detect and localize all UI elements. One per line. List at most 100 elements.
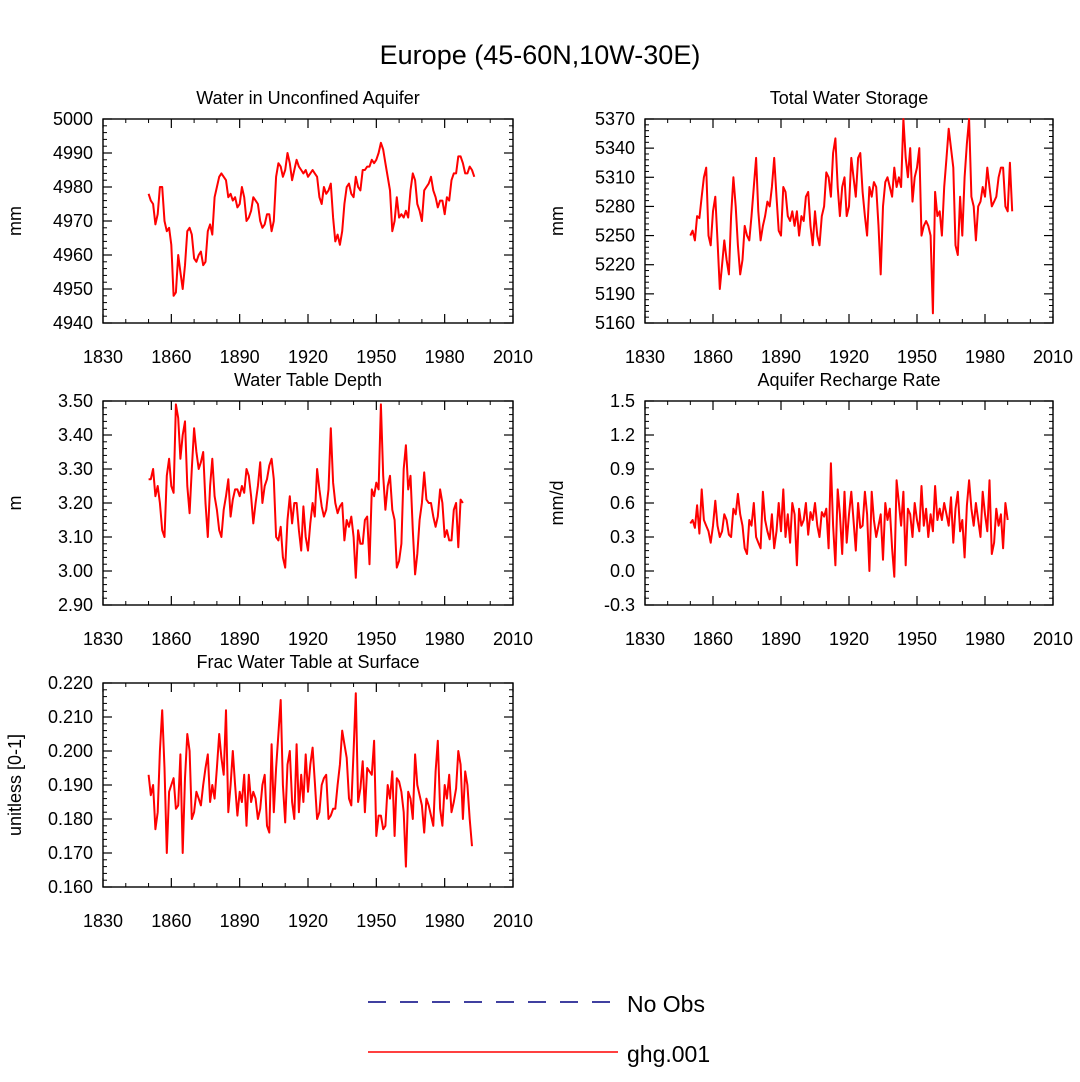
x-tick-label: 1980: [425, 629, 465, 649]
y-tick-label: 5000: [53, 109, 93, 129]
figure-title: Europe (45-60N,10W-30E): [380, 40, 701, 70]
y-tick-label: 0.3: [610, 527, 635, 547]
x-tick-label: 2010: [493, 911, 533, 931]
x-tick-label: 1890: [761, 629, 801, 649]
x-tick-label: 1920: [829, 629, 869, 649]
y-tick-label: 0.9: [610, 459, 635, 479]
x-tick-label: 2010: [493, 347, 533, 367]
x-tick-label: 2010: [493, 629, 533, 649]
chart-panels: Water in Unconfined Aquifer 1830 1860 1890 1…: [5, 88, 1073, 931]
y-tick-label: 5340: [595, 138, 635, 158]
plot-frame: [102, 400, 514, 606]
y-tick-label: 4970: [53, 211, 93, 231]
series-line-ghg-001: [147, 692, 473, 868]
y-tick-label: 3.20: [58, 493, 93, 513]
y-tick-label: -0.3: [604, 595, 635, 615]
x-tick-label: 1860: [151, 629, 191, 649]
y-tick-label: 4980: [53, 177, 93, 197]
y-tick-label: 4960: [53, 245, 93, 265]
x-tick-label: 1860: [151, 347, 191, 367]
y-tick-label: 0.0: [610, 561, 635, 581]
y-axis-label: unitless [0-1]: [5, 734, 25, 836]
y-tick-label: 5370: [595, 109, 635, 129]
y-tick-label: 0.6: [610, 493, 635, 513]
x-tick-label: 1890: [220, 911, 260, 931]
x-tick-label: 1830: [625, 629, 665, 649]
x-tick-label: 1920: [829, 347, 869, 367]
x-tick-label: 1890: [220, 347, 260, 367]
x-tick-label: 1860: [693, 629, 733, 649]
y-tick-label: 3.50: [58, 391, 93, 411]
panel-title: Water Table Depth: [234, 370, 382, 390]
y-tick-label: 5190: [595, 284, 635, 304]
series-line-ghg-001: [147, 141, 476, 297]
y-axis-label: m: [5, 496, 25, 511]
x-tick-label: 1950: [356, 911, 396, 931]
y-tick-label: 1.2: [610, 425, 635, 445]
x-tick-label: 1950: [897, 347, 937, 367]
panel-title: Total Water Storage: [770, 88, 928, 108]
panel-2: Total Water Storage 1830 1860 1890 1920 1950 1…: [547, 88, 1073, 367]
y-tick-label: 1.5: [610, 391, 635, 411]
x-tick-label: 1890: [220, 629, 260, 649]
y-tick-label: 3.30: [58, 459, 93, 479]
y-tick-label: 0.160: [48, 877, 93, 897]
y-tick-label: 0.220: [48, 673, 93, 693]
series-line-ghg-001: [148, 403, 464, 579]
x-tick-label: 1920: [288, 347, 328, 367]
y-tick-label: 0.190: [48, 775, 93, 795]
x-tick-label: 1830: [83, 347, 123, 367]
y-tick-label: 5280: [595, 196, 635, 216]
x-tick-label: 1920: [288, 911, 328, 931]
panel-3: Water Table Depth 1830 1860 1890 1920 1950 198…: [5, 370, 533, 649]
y-tick-label: 5160: [595, 313, 635, 333]
series-line-ghg-001: [689, 462, 1009, 578]
y-tick-label: 3.40: [58, 425, 93, 445]
legend: No Obs ghg.001: [368, 991, 710, 1067]
y-axis-label: mm: [5, 206, 25, 236]
y-tick-label: 3.00: [58, 561, 93, 581]
y-tick-label: 4950: [53, 279, 93, 299]
y-tick-label: 5310: [595, 167, 635, 187]
y-tick-label: 5220: [595, 255, 635, 275]
plot-frame: [644, 400, 1054, 606]
y-tick-label: 4990: [53, 143, 93, 163]
y-tick-label: 0.210: [48, 707, 93, 727]
panel-title: Water in Unconfined Aquifer: [196, 88, 419, 108]
x-tick-label: 1860: [151, 911, 191, 931]
x-tick-label: 1950: [356, 629, 396, 649]
y-axis-label: mm/d: [547, 481, 567, 526]
panel-title: Frac Water Table at Surface: [196, 652, 419, 672]
series-line-ghg-001: [689, 118, 1014, 315]
y-axis-label: mm: [547, 206, 567, 236]
x-tick-label: 1860: [693, 347, 733, 367]
x-tick-label: 2010: [1033, 629, 1073, 649]
x-tick-label: 1830: [83, 629, 123, 649]
x-tick-label: 1890: [761, 347, 801, 367]
y-tick-label: 0.180: [48, 809, 93, 829]
y-tick-label: 0.200: [48, 741, 93, 761]
x-tick-label: 1830: [625, 347, 665, 367]
x-tick-label: 1980: [965, 629, 1005, 649]
legend-label-ghg: ghg.001: [627, 1041, 710, 1067]
x-tick-label: 1950: [356, 347, 396, 367]
panel-4: Aquifer Recharge Rate 1830 1860 1890 1920 195…: [547, 370, 1073, 649]
y-tick-label: 0.170: [48, 843, 93, 863]
x-tick-label: 1980: [425, 911, 465, 931]
y-tick-label: 3.10: [58, 527, 93, 547]
panel-title: Aquifer Recharge Rate: [757, 370, 940, 390]
x-tick-label: 1920: [288, 629, 328, 649]
panel-1: Water in Unconfined Aquifer 1830 1860 1890 1…: [5, 88, 533, 367]
x-tick-label: 1830: [83, 911, 123, 931]
x-tick-label: 1980: [425, 347, 465, 367]
y-tick-label: 5250: [595, 226, 635, 246]
y-tick-label: 4940: [53, 313, 93, 333]
x-tick-label: 1950: [897, 629, 937, 649]
plot-frame: [644, 118, 1054, 324]
x-tick-label: 1980: [965, 347, 1005, 367]
y-tick-label: 2.90: [58, 595, 93, 615]
legend-label-no-obs: No Obs: [627, 991, 705, 1017]
panel-5: Frac Water Table at Surface 1830 1860 1890 1…: [5, 652, 533, 931]
x-tick-label: 2010: [1033, 347, 1073, 367]
